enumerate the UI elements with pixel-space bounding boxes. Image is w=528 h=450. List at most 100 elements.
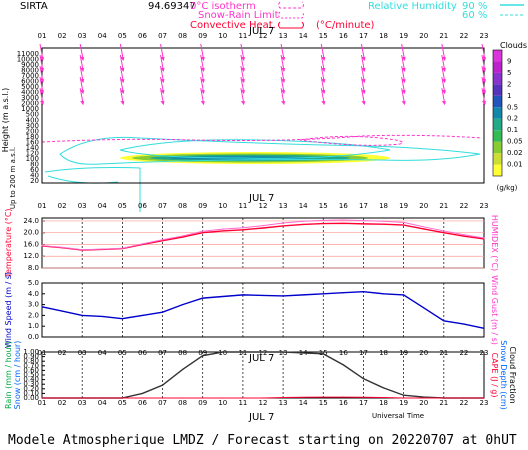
hour-tick-temp: 14 (299, 202, 308, 210)
hour-tick-temp: 12 (259, 202, 268, 210)
colorbar-cell (493, 107, 502, 119)
hour-tick-bottom: 03 (78, 399, 87, 407)
y-tick-label-wind-speed: 0.0 (28, 333, 39, 341)
data-point-wind-speed (443, 320, 445, 322)
data-point-temperature (382, 223, 385, 225)
data-point-wind-speed (41, 306, 43, 308)
height-tick-label: 160 (26, 138, 39, 146)
hour-tick-bottom: 09 (198, 399, 207, 407)
y-tick-label-wind-speed: 4.0 (28, 290, 39, 298)
colorbar-tick-label: 0.5 (507, 103, 518, 111)
swatch-zero (278, 1, 304, 9)
hour-tick-top: 23 (480, 32, 489, 40)
colorbar-cell (493, 118, 502, 131)
colorbar-cell (493, 164, 502, 176)
series-line-wind-speed (41, 290, 485, 330)
y-tick-label-wind-speed: 5.0 (28, 279, 39, 287)
height-tick-label: 180 (26, 133, 39, 141)
data-point-wind-speed (161, 311, 164, 313)
hour-tick-top: 11 (238, 32, 247, 40)
data-point-wind-speed (182, 304, 184, 306)
data-point-temperature (322, 222, 324, 225)
data-point-precipitation (423, 396, 425, 398)
data-point-temperature (81, 249, 83, 251)
data-point-wind-speed (121, 318, 123, 320)
hour-tick-temp: 04 (98, 202, 107, 210)
y2-axis-label-precipitation: CAPE (J / g) (490, 353, 499, 398)
colorbar-cell (493, 130, 502, 142)
colorbar-tick-label: 5 (507, 69, 511, 77)
data-point-temperature (202, 232, 204, 234)
data-point-wind-speed (101, 315, 103, 318)
height-tick-label: 11000 (17, 50, 39, 58)
data-point-temperature (362, 223, 365, 225)
hour-tick-top: 21 (439, 32, 448, 40)
data-point-precipitation (423, 397, 425, 399)
hour-tick-bottom: 18 (379, 399, 388, 407)
data-point-precipitation (161, 384, 164, 386)
data-point-precipitation (202, 397, 204, 399)
colorbar-tick-label: 0.02 (507, 149, 523, 157)
series-line-temperature (41, 219, 485, 251)
hour-tick-top: 04 (98, 32, 107, 40)
height-tick-label: 60 (30, 166, 39, 174)
hour-tick-bottom: 21 (439, 399, 448, 407)
data-point-wind-speed (463, 323, 465, 325)
hour-tick-bottom: 20 (419, 399, 428, 407)
hour-tick-bottom: 08 (178, 399, 187, 407)
data-point-precipitation (61, 397, 63, 399)
hour-tick-bottom: 14 (299, 399, 308, 407)
hour-tick-temp: 19 (399, 202, 408, 210)
wind-arrow-head (120, 101, 125, 106)
legend-snow-rain: Snow-Rain Limit (198, 10, 279, 21)
height-tick-label: 8000 (21, 67, 39, 75)
zero-isotherm (41, 134, 483, 143)
colorbar-tick-label: 9 (507, 57, 511, 65)
data-point-temperature (222, 230, 224, 232)
hour-tick-top: 07 (158, 32, 167, 40)
data-point-temperature (403, 221, 405, 224)
colorbar-cell (493, 72, 502, 85)
utc-label: Universal Time (372, 412, 424, 420)
hour-tick-bottom: 06 (138, 399, 147, 407)
data-point-temperature (463, 235, 465, 237)
data-point-temperature (483, 237, 485, 239)
data-point-precipitation (322, 396, 324, 398)
data-point-temperature (342, 219, 344, 221)
data-point-temperature (242, 227, 244, 229)
hour-tick-temp: 06 (138, 202, 147, 210)
hour-tick-temp: 10 (218, 202, 227, 210)
hour-tick-top: 08 (178, 32, 187, 40)
hour-tick-bottom: 23 (480, 399, 489, 407)
hour-tick-top: 16 (339, 32, 348, 40)
data-point-temperature (242, 229, 244, 231)
data-point-temperature (222, 228, 224, 230)
snow-limit (299, 135, 403, 146)
y-tick-label-temperature: 12.0 (23, 252, 39, 260)
series-line-temperature (41, 222, 485, 251)
data-point-precipitation (262, 351, 264, 353)
y2-axis-label-snow-depth: Snow Depth (cm) (499, 340, 508, 409)
hour-tick-temp: 15 (319, 202, 328, 210)
data-point-precipitation (362, 378, 365, 380)
data-point-wind-speed (61, 310, 63, 312)
data-point-precipitation (182, 397, 184, 399)
data-point-wind-speed (141, 314, 144, 316)
hour-tick-top: 19 (399, 32, 408, 40)
colorbar-tick-label: 0.05 (507, 138, 523, 146)
legend-convective: Convective Heat. (190, 20, 276, 31)
hour-tick-precip: 10 (218, 349, 227, 357)
hour-tick-top: 10 (218, 32, 227, 40)
hour-tick-precip: 02 (58, 349, 67, 357)
data-point-temperature (41, 245, 43, 247)
data-point-temperature (282, 225, 284, 227)
data-point-precipitation (322, 353, 324, 355)
y-tick-label-precipitation: 0.30 (23, 380, 39, 388)
hour-tick-temp: 13 (279, 202, 288, 210)
legend-rh-title: Relative Humidity (368, 1, 457, 12)
hour-tick-bottom: 12 (259, 399, 268, 407)
y2-axis-label-temperature: HUMIDEX (°C) (490, 215, 499, 271)
data-point-temperature (182, 235, 184, 237)
hour-tick-top: 03 (78, 32, 87, 40)
data-point-wind-speed (222, 295, 224, 298)
